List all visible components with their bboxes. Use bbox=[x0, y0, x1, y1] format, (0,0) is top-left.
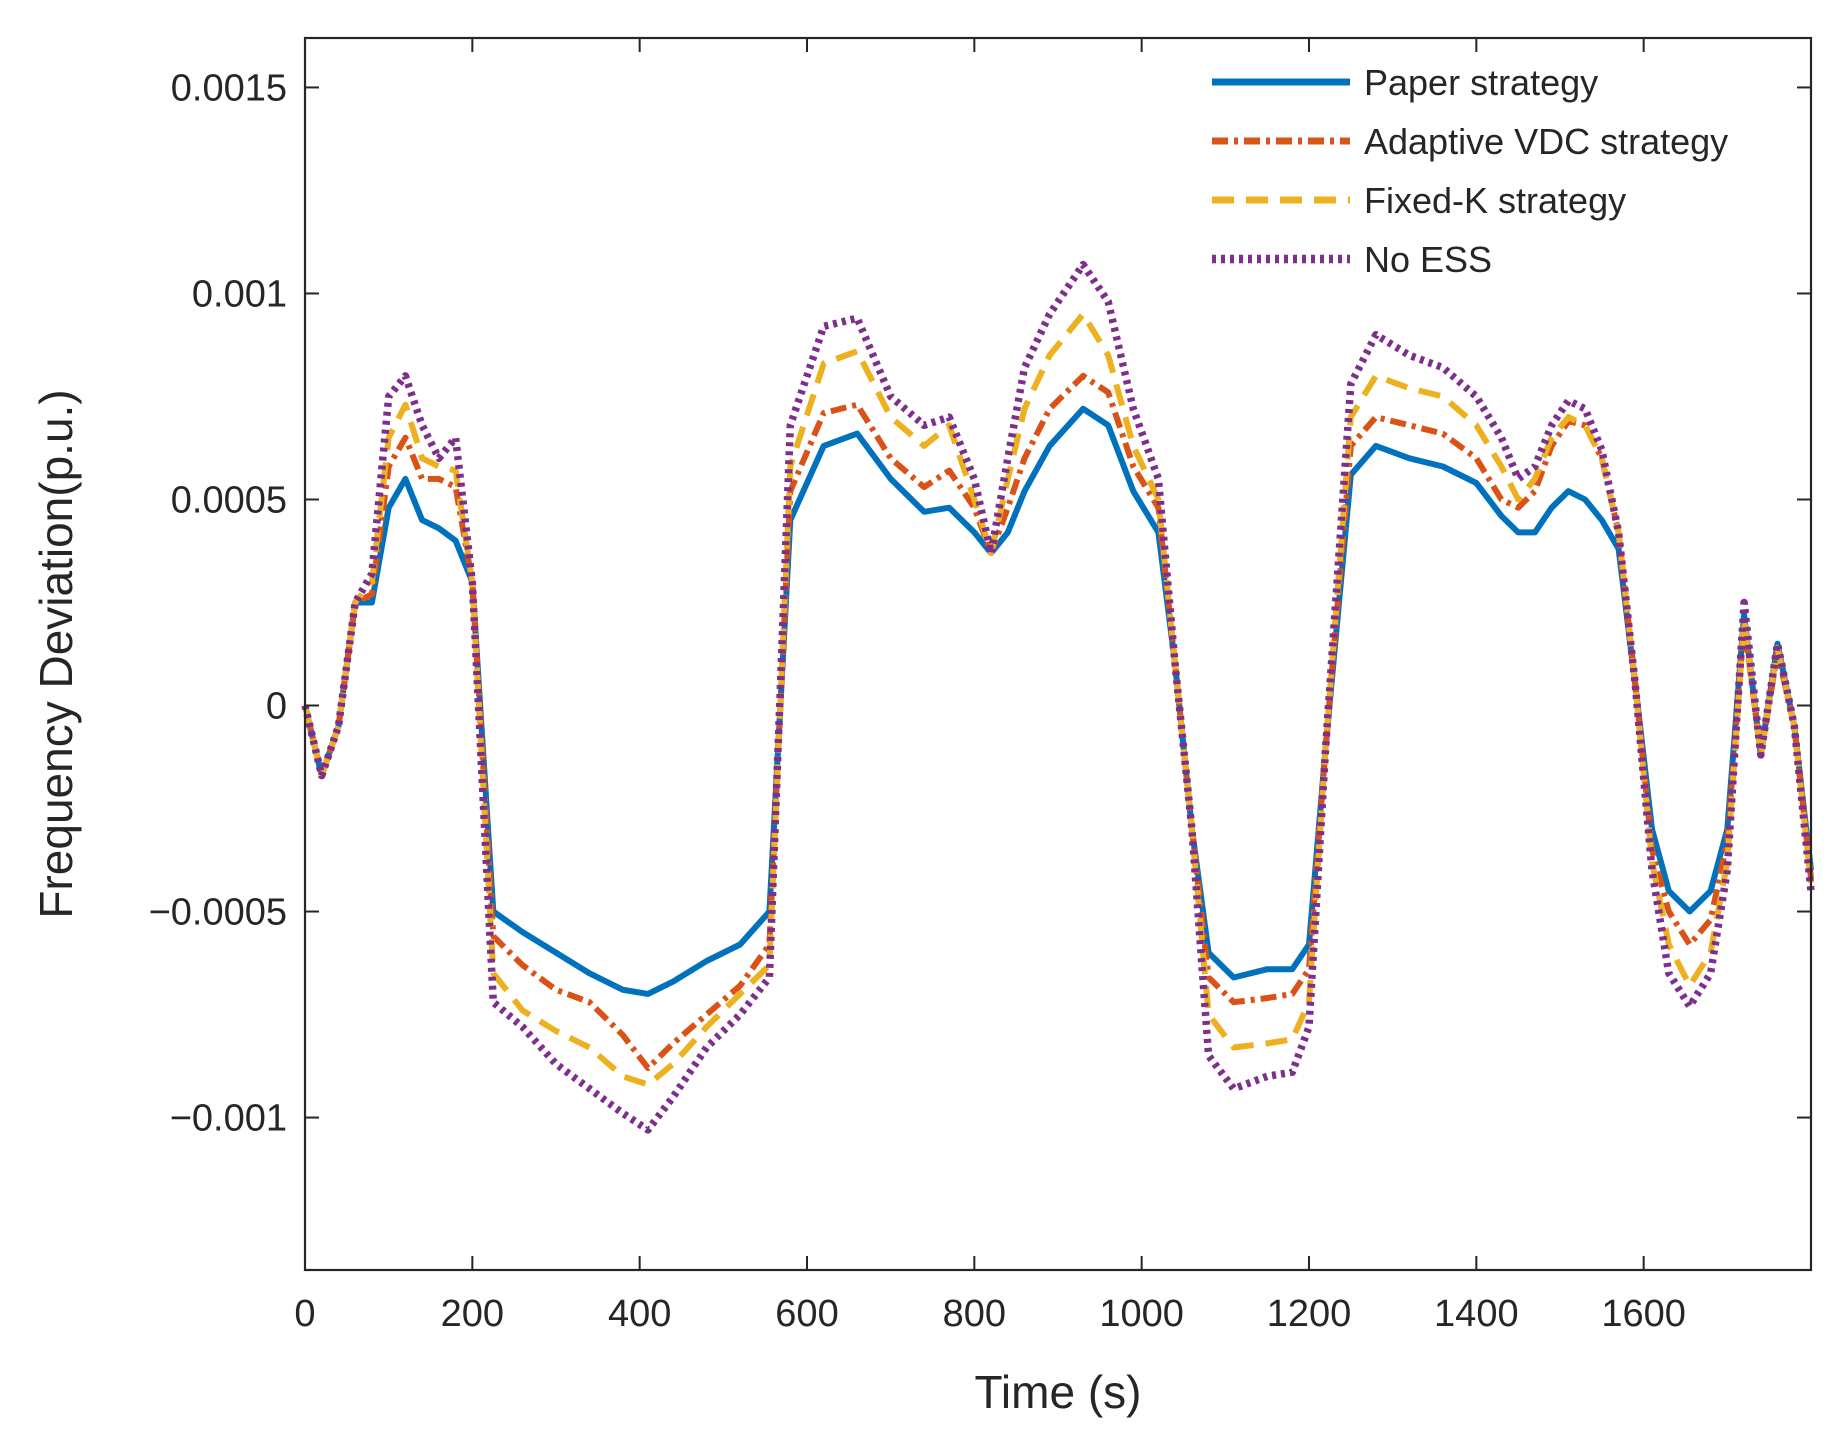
plot-area bbox=[305, 38, 1811, 1270]
y-tick-label: 0.0005 bbox=[171, 479, 287, 521]
legend-label: Adaptive VDC strategy bbox=[1364, 121, 1728, 162]
series-layer bbox=[301, 260, 1815, 1134]
series-line-3 bbox=[302, 311, 1814, 1088]
x-axis-title: Time (s) bbox=[975, 1366, 1142, 1418]
series-line-2 bbox=[302, 372, 1814, 1072]
legend: Paper strategy Adaptive VDC strategy Fixed… bbox=[1212, 62, 1728, 280]
y-tick-label: 0.0015 bbox=[171, 67, 287, 109]
x-axis-ticks: 0 200 400 600 800 1000 1200 1400 1600 bbox=[294, 38, 1686, 1335]
y-tick-label: 0 bbox=[266, 686, 287, 728]
legend-label: No ESS bbox=[1364, 239, 1492, 280]
y-tick-label: −0.0005 bbox=[149, 892, 287, 934]
x-tick-label: 0 bbox=[294, 1293, 315, 1335]
x-tick-label: 1600 bbox=[1601, 1293, 1686, 1335]
series-line-1 bbox=[302, 405, 1814, 997]
x-tick-label: 600 bbox=[775, 1293, 838, 1335]
x-tick-label: 1200 bbox=[1267, 1293, 1352, 1335]
x-tick-label: 200 bbox=[441, 1293, 504, 1335]
legend-label: Paper strategy bbox=[1364, 62, 1598, 103]
x-tick-label: 800 bbox=[943, 1293, 1006, 1335]
axes-box bbox=[303, 36, 1813, 1272]
y-tick-label: 0.001 bbox=[192, 273, 287, 315]
y-tick-label: −0.001 bbox=[170, 1098, 287, 1140]
x-tick-label: 1000 bbox=[1099, 1293, 1184, 1335]
x-tick-label: 1400 bbox=[1434, 1293, 1519, 1335]
legend-label: Fixed-K strategy bbox=[1364, 180, 1626, 221]
x-tick-label: 400 bbox=[608, 1293, 671, 1335]
y-axis-title: Frequency Deviation(p.u.) bbox=[30, 389, 82, 918]
series-line-4 bbox=[301, 260, 1815, 1134]
y-axis-ticks: 0.0015 0.001 0.0005 0 −0.0005 −0.001 bbox=[149, 67, 1811, 1140]
